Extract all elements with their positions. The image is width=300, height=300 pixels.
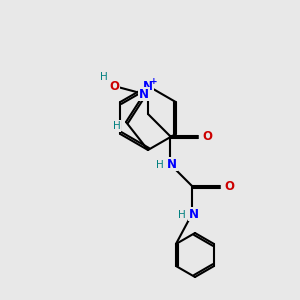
Text: N: N (139, 88, 149, 100)
Text: O: O (109, 80, 119, 92)
Text: N: N (167, 158, 177, 170)
Text: N: N (189, 208, 199, 220)
Text: H: H (156, 160, 164, 170)
Text: H: H (113, 121, 121, 131)
Text: O: O (202, 130, 212, 142)
Text: N: N (143, 80, 153, 92)
Text: H: H (100, 72, 108, 82)
Text: O: O (224, 179, 234, 193)
Text: H: H (178, 210, 186, 220)
Text: +: + (150, 76, 158, 85)
